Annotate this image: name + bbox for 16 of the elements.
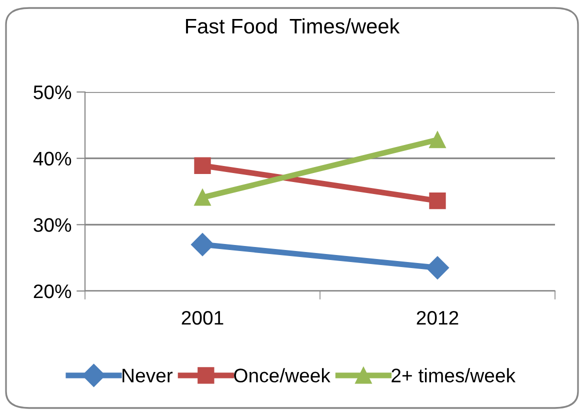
point [429, 131, 446, 148]
y-tick-label: 40% [33, 152, 72, 166]
y-tick-label: 30% [34, 218, 72, 232]
point [194, 189, 211, 206]
point [429, 192, 446, 210]
legend-label: Once/week [234, 368, 330, 382]
legend-label: 2+ times/week [392, 368, 516, 382]
point [426, 256, 449, 280]
x-tick-label: 2001 [182, 310, 224, 325]
y-tick-label: 50% [34, 85, 72, 100]
legend-label: Never [122, 368, 173, 382]
y-tick-label: 20% [34, 284, 72, 298]
chart-title: Fast Food Times/week [186, 18, 400, 34]
point [191, 233, 214, 256]
x-tick-label: 2012 [416, 310, 458, 325]
point [194, 157, 211, 174]
